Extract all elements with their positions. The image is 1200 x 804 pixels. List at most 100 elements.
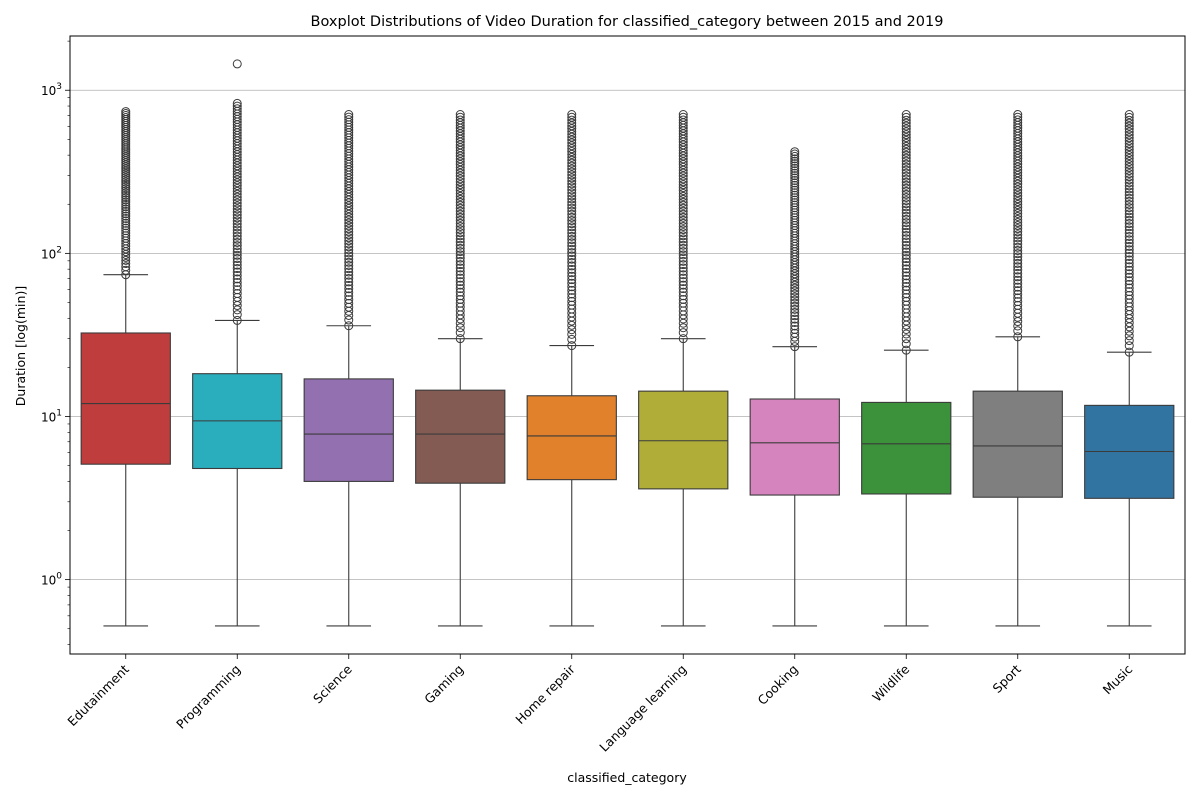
outlier-point xyxy=(121,177,131,187)
outlier-point xyxy=(567,231,577,241)
outlier-point xyxy=(1124,133,1134,143)
outlier-point xyxy=(567,258,577,268)
outlier-point xyxy=(790,198,800,208)
outlier-point xyxy=(567,216,577,226)
y-axis-label: Duration [log(min)] xyxy=(13,286,28,406)
box-programming xyxy=(192,319,283,627)
outlier-point xyxy=(232,310,242,320)
outlier-point xyxy=(790,147,800,157)
outlier-point xyxy=(901,237,911,247)
outlier-point xyxy=(901,112,911,122)
outlier-point xyxy=(455,250,465,260)
outlier-point xyxy=(344,254,354,264)
outlier-point xyxy=(901,189,911,199)
outlier-point xyxy=(678,266,688,276)
outlier-point xyxy=(901,150,911,160)
outlier-point xyxy=(567,141,577,151)
outlier-point xyxy=(455,240,465,250)
iqr-box xyxy=(415,389,506,484)
outlier-point xyxy=(567,126,577,136)
outlier-point xyxy=(678,183,688,193)
outlier-point xyxy=(1013,236,1023,246)
box-wildlife xyxy=(861,349,952,627)
outlier-point xyxy=(1124,139,1134,149)
outlier-point xyxy=(901,121,911,131)
outlier-point xyxy=(790,156,800,166)
outlier-point xyxy=(344,233,354,243)
outlier-point xyxy=(1013,245,1023,255)
outlier-point xyxy=(121,211,131,221)
outlier-point xyxy=(790,308,800,318)
outlier-point xyxy=(567,268,577,278)
outlier-point xyxy=(1124,121,1134,131)
outlier-point xyxy=(901,202,911,212)
outlier-point xyxy=(567,173,577,183)
outlier-point xyxy=(455,247,465,257)
outlier-point xyxy=(790,292,800,302)
outlier-point xyxy=(790,168,800,178)
outlier-point xyxy=(1013,249,1023,259)
outlier-point xyxy=(232,264,242,274)
outlier-point xyxy=(455,168,465,178)
outlier-point xyxy=(678,206,688,216)
outlier-point xyxy=(121,221,131,231)
outlier-point xyxy=(901,260,911,270)
outlier-point xyxy=(1124,209,1134,219)
outlier-point xyxy=(344,115,354,125)
outlier-point xyxy=(121,204,131,214)
outlier-point xyxy=(1013,289,1023,299)
outlier-point xyxy=(790,280,800,290)
outlier-point xyxy=(232,289,242,299)
outlier-point xyxy=(1124,238,1134,248)
outlier-point xyxy=(901,278,911,288)
outlier-point xyxy=(901,208,911,218)
outlier-point xyxy=(1124,251,1134,261)
outlier-point xyxy=(901,177,911,187)
outlier-point xyxy=(678,277,688,287)
outlier-point xyxy=(1124,203,1134,213)
outlier-point xyxy=(455,162,465,172)
outlier-point xyxy=(567,179,577,189)
outlier-point xyxy=(1124,109,1134,119)
outlier-point xyxy=(1013,214,1023,224)
outlier-point xyxy=(1124,127,1134,137)
outliers-gaming xyxy=(455,109,465,344)
outlier-point xyxy=(455,253,465,263)
outlier-point xyxy=(232,213,242,223)
outlier-point xyxy=(1124,279,1134,289)
outlier-point xyxy=(567,147,577,157)
outlier-point xyxy=(344,264,354,274)
outlier-point xyxy=(1124,283,1134,293)
outlier-point xyxy=(121,209,131,219)
outlier-point xyxy=(455,260,465,270)
outlier-point xyxy=(455,280,465,290)
outlier-point xyxy=(121,228,131,238)
outlier-point xyxy=(344,284,354,294)
outlier-point xyxy=(455,273,465,283)
outlier-point xyxy=(1124,248,1134,258)
outlier-point xyxy=(1013,230,1023,240)
outlier-point xyxy=(567,132,577,142)
box-edutainment xyxy=(80,274,171,627)
outlier-point xyxy=(567,161,577,171)
outlier-point xyxy=(1124,326,1134,336)
outlier-point xyxy=(790,183,800,193)
outlier-point xyxy=(901,153,911,163)
outlier-point xyxy=(1013,208,1023,218)
outlier-point xyxy=(567,225,577,235)
outlier-point xyxy=(1124,336,1134,346)
outlier-point xyxy=(232,201,242,211)
outlier-point xyxy=(678,171,688,181)
outlier-point xyxy=(901,174,911,184)
outlier-point xyxy=(455,115,465,125)
outlier-point xyxy=(455,266,465,276)
outlier-point xyxy=(1013,268,1023,278)
outlier-point xyxy=(790,166,800,176)
outlier-point xyxy=(1013,224,1023,234)
outlier-point xyxy=(232,250,242,260)
outlier-point xyxy=(901,159,911,169)
outlier-point xyxy=(121,188,131,198)
plot-frame xyxy=(69,35,1186,655)
outlier-point xyxy=(1124,160,1134,170)
outlier-point xyxy=(1124,272,1134,282)
